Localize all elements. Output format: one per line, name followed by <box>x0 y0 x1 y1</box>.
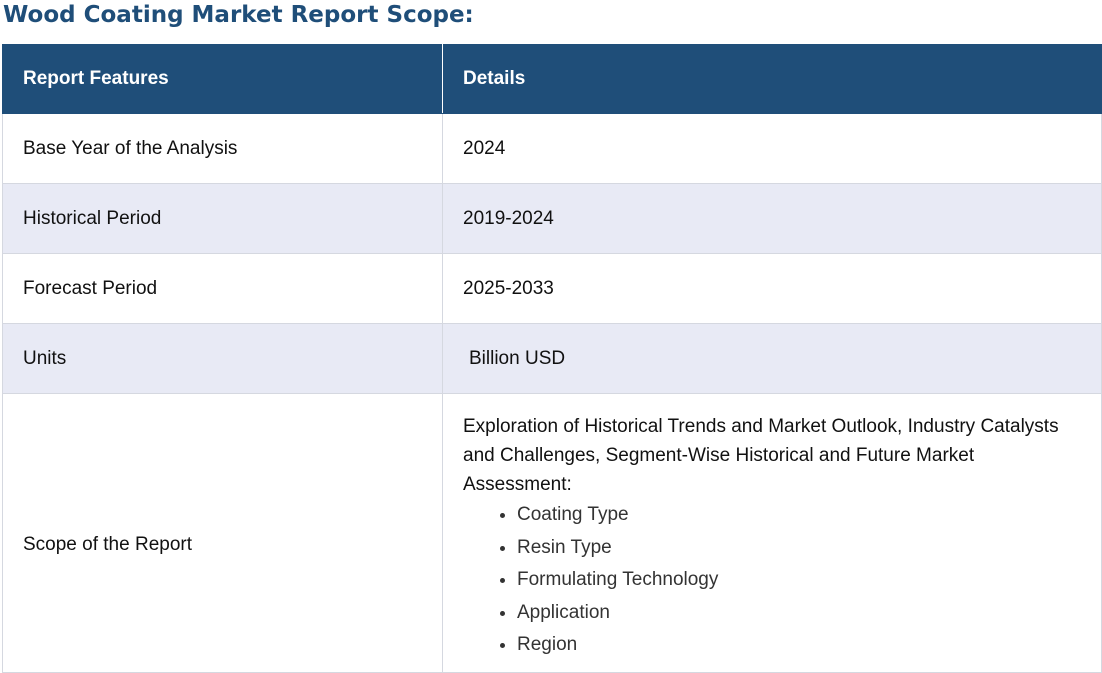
list-item: Formulating Technology <box>517 564 1081 597</box>
list-item: Region <box>517 629 1081 662</box>
header-report-features: Report Features <box>2 44 443 114</box>
report-scope-table: Report Features Details Base Year of the… <box>2 44 1102 673</box>
row-feature-cell: Scope of the Report <box>2 393 443 673</box>
row-details-cell: 2025-2033 <box>442 253 1102 324</box>
table-row: Base Year of the Analysis 2024 <box>2 113 1102 184</box>
list-item: Application <box>517 597 1081 630</box>
table-row: Scope of the Report Exploration of Histo… <box>2 393 1102 673</box>
table-row: Historical Period 2019-2024 <box>2 183 1102 254</box>
row-feature-cell: Base Year of the Analysis <box>2 113 443 184</box>
list-item: Coating Type <box>517 499 1081 532</box>
scope-description: Exploration of Historical Trends and Mar… <box>463 416 1059 495</box>
table-header-row: Report Features Details <box>2 44 1102 114</box>
row-details-cell: 2019-2024 <box>442 183 1102 254</box>
scope-segment-list: Coating Type Resin Type Formulating Tech… <box>463 499 1081 662</box>
table-row: Forecast Period 2025-2033 <box>2 253 1102 324</box>
header-details: Details <box>442 44 1102 114</box>
row-details-cell: Billion USD <box>442 323 1102 394</box>
row-details-cell: 2024 <box>442 113 1102 184</box>
row-feature-cell: Forecast Period <box>2 253 443 324</box>
row-details-cell: Exploration of Historical Trends and Mar… <box>442 393 1102 673</box>
table-row: Units Billion USD <box>2 323 1102 394</box>
units-value: Billion USD <box>469 347 566 369</box>
list-item: Resin Type <box>517 532 1081 565</box>
row-feature-cell: Units <box>2 323 443 394</box>
page-title: Wood Coating Market Report Scope: <box>3 2 474 28</box>
row-feature-cell: Historical Period <box>2 183 443 254</box>
